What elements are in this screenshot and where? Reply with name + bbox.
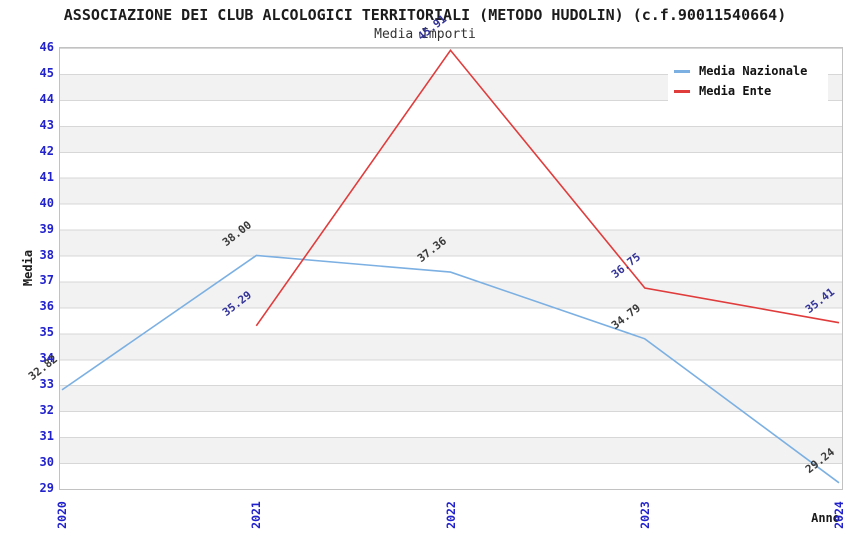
y-tick-label: 32 <box>39 403 54 418</box>
y-tick-label: 31 <box>39 429 54 444</box>
y-tick-label: 45 <box>39 65 54 80</box>
legend-item-media-ente: Media Ente <box>674 81 822 101</box>
y-tick-label: 30 <box>39 455 54 470</box>
legend-swatch-media-nazionale-icon <box>674 69 690 73</box>
y-tick-label: 39 <box>39 221 54 236</box>
y-tick-label: 38 <box>39 247 54 262</box>
y-tick-label: 35 <box>39 325 54 340</box>
y-tick-label: 37 <box>39 273 54 288</box>
x-tick-label: 2022 <box>443 501 458 529</box>
x-tick-label: 2021 <box>249 501 264 529</box>
legend-label-media-ente: Media Ente <box>699 84 772 98</box>
y-tick-label: 40 <box>39 195 54 210</box>
chart-title: ASSOCIAZIONE DEI CLUB ALCOLOGICI TERRITO… <box>63 6 787 24</box>
legend-item-media-nazionale: Media Nazionale <box>674 61 822 81</box>
y-tick-label: 36 <box>39 299 54 314</box>
x-axis-title: Anno <box>811 511 840 525</box>
y-tick-label: 29 <box>39 481 54 495</box>
y-tick-label: 41 <box>39 169 54 184</box>
y-tick-label: 46 <box>39 40 54 54</box>
legend: Media Nazionale Media Ente <box>668 56 828 106</box>
series-line-media-ente <box>255 48 840 327</box>
legend-swatch-media-ente-icon <box>674 89 690 93</box>
x-tick-label: 2020 <box>55 501 69 529</box>
x-tick-label: 2024 <box>832 501 846 529</box>
chart-subtitle: Media Importi <box>374 27 476 42</box>
y-tick-label: 44 <box>39 91 54 106</box>
series-line-media-nazionale <box>61 254 840 484</box>
y-tick-label: 42 <box>39 143 54 158</box>
y-tick-label: 43 <box>39 117 54 132</box>
x-tick-label: 2023 <box>637 501 652 529</box>
y-tick-label: 34 <box>39 351 54 366</box>
legend-label-media-nazionale: Media Nazionale <box>699 64 808 78</box>
plot-area <box>59 47 843 490</box>
y-tick-label: 33 <box>39 377 54 392</box>
